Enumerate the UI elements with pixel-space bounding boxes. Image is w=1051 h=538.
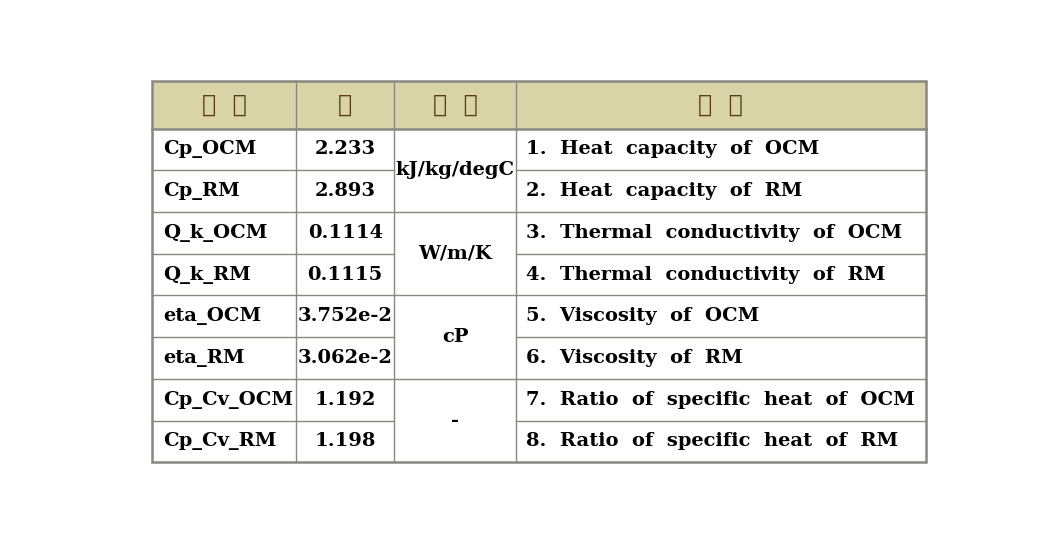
Text: 4.  Thermal  conductivity  of  RM: 4. Thermal conductivity of RM [526, 266, 885, 284]
Text: 1.198: 1.198 [314, 433, 376, 450]
Bar [296, 295, 394, 337]
Bar [394, 81, 516, 129]
Text: Cp_Cv_RM: Cp_Cv_RM [163, 433, 276, 450]
Bar [516, 81, 926, 129]
Text: 변  수: 변 수 [202, 93, 247, 117]
Bar [151, 421, 296, 462]
Text: 3.752e-2: 3.752e-2 [297, 307, 393, 325]
Bar [394, 212, 516, 254]
Text: 1.  Heat  capacity  of  OCM: 1. Heat capacity of OCM [526, 140, 819, 158]
Bar [394, 129, 516, 170]
Bar [151, 254, 296, 295]
Text: 5.  Viscosity  of  OCM: 5. Viscosity of OCM [526, 307, 759, 325]
Text: 7.  Ratio  of  specific  heat  of  OCM: 7. Ratio of specific heat of OCM [526, 391, 914, 409]
Bar [151, 212, 296, 254]
Text: kJ/kg/degC: kJ/kg/degC [395, 161, 515, 179]
Bar [296, 379, 394, 421]
Bar [151, 337, 296, 379]
Text: 2.893: 2.893 [314, 182, 375, 200]
Bar [296, 254, 394, 295]
Text: 단  위: 단 위 [433, 93, 477, 117]
Bar [296, 170, 394, 212]
Bar [394, 295, 516, 337]
Text: eta_OCM: eta_OCM [163, 307, 262, 325]
Bar [516, 129, 926, 170]
Text: 6.  Viscosity  of  RM: 6. Viscosity of RM [526, 349, 743, 367]
Bar [394, 421, 516, 462]
Bar [516, 254, 926, 295]
Bar [296, 81, 394, 129]
Text: 비  고: 비 고 [699, 93, 743, 117]
Text: Cp_RM: Cp_RM [163, 182, 240, 200]
Text: 2.  Heat  capacity  of  RM: 2. Heat capacity of RM [526, 182, 802, 200]
Bar [516, 421, 926, 462]
Bar [296, 421, 394, 462]
Text: -: - [451, 412, 459, 429]
Bar [516, 295, 926, 337]
Bar [394, 170, 516, 212]
Text: Cp_Cv_OCM: Cp_Cv_OCM [163, 391, 293, 409]
Bar [151, 379, 296, 421]
Bar [394, 379, 516, 421]
Bar [296, 337, 394, 379]
Text: eta_RM: eta_RM [163, 349, 245, 367]
Bar [394, 254, 516, 295]
Text: 3.  Thermal  conductivity  of  OCM: 3. Thermal conductivity of OCM [526, 224, 902, 242]
Bar [151, 295, 296, 337]
Bar [516, 337, 926, 379]
Text: 8.  Ratio  of  specific  heat  of  RM: 8. Ratio of specific heat of RM [526, 433, 899, 450]
Bar [151, 81, 296, 129]
Bar [296, 212, 394, 254]
Text: cP: cP [441, 328, 469, 346]
Bar [516, 379, 926, 421]
Text: Q_k_RM: Q_k_RM [163, 266, 251, 284]
Text: 값: 값 [338, 93, 352, 117]
Bar [516, 212, 926, 254]
Text: 1.192: 1.192 [314, 391, 376, 409]
Text: Q_k_OCM: Q_k_OCM [163, 224, 268, 242]
Bar [394, 337, 516, 379]
Text: Cp_OCM: Cp_OCM [163, 140, 256, 158]
Bar [151, 170, 296, 212]
Bar [296, 129, 394, 170]
Text: 3.062e-2: 3.062e-2 [297, 349, 393, 367]
Text: 0.1115: 0.1115 [308, 266, 383, 284]
Text: W/m/K: W/m/K [418, 245, 492, 263]
Text: 2.233: 2.233 [314, 140, 376, 158]
Bar [151, 129, 296, 170]
Bar [516, 170, 926, 212]
Text: 0.1114: 0.1114 [308, 224, 383, 242]
